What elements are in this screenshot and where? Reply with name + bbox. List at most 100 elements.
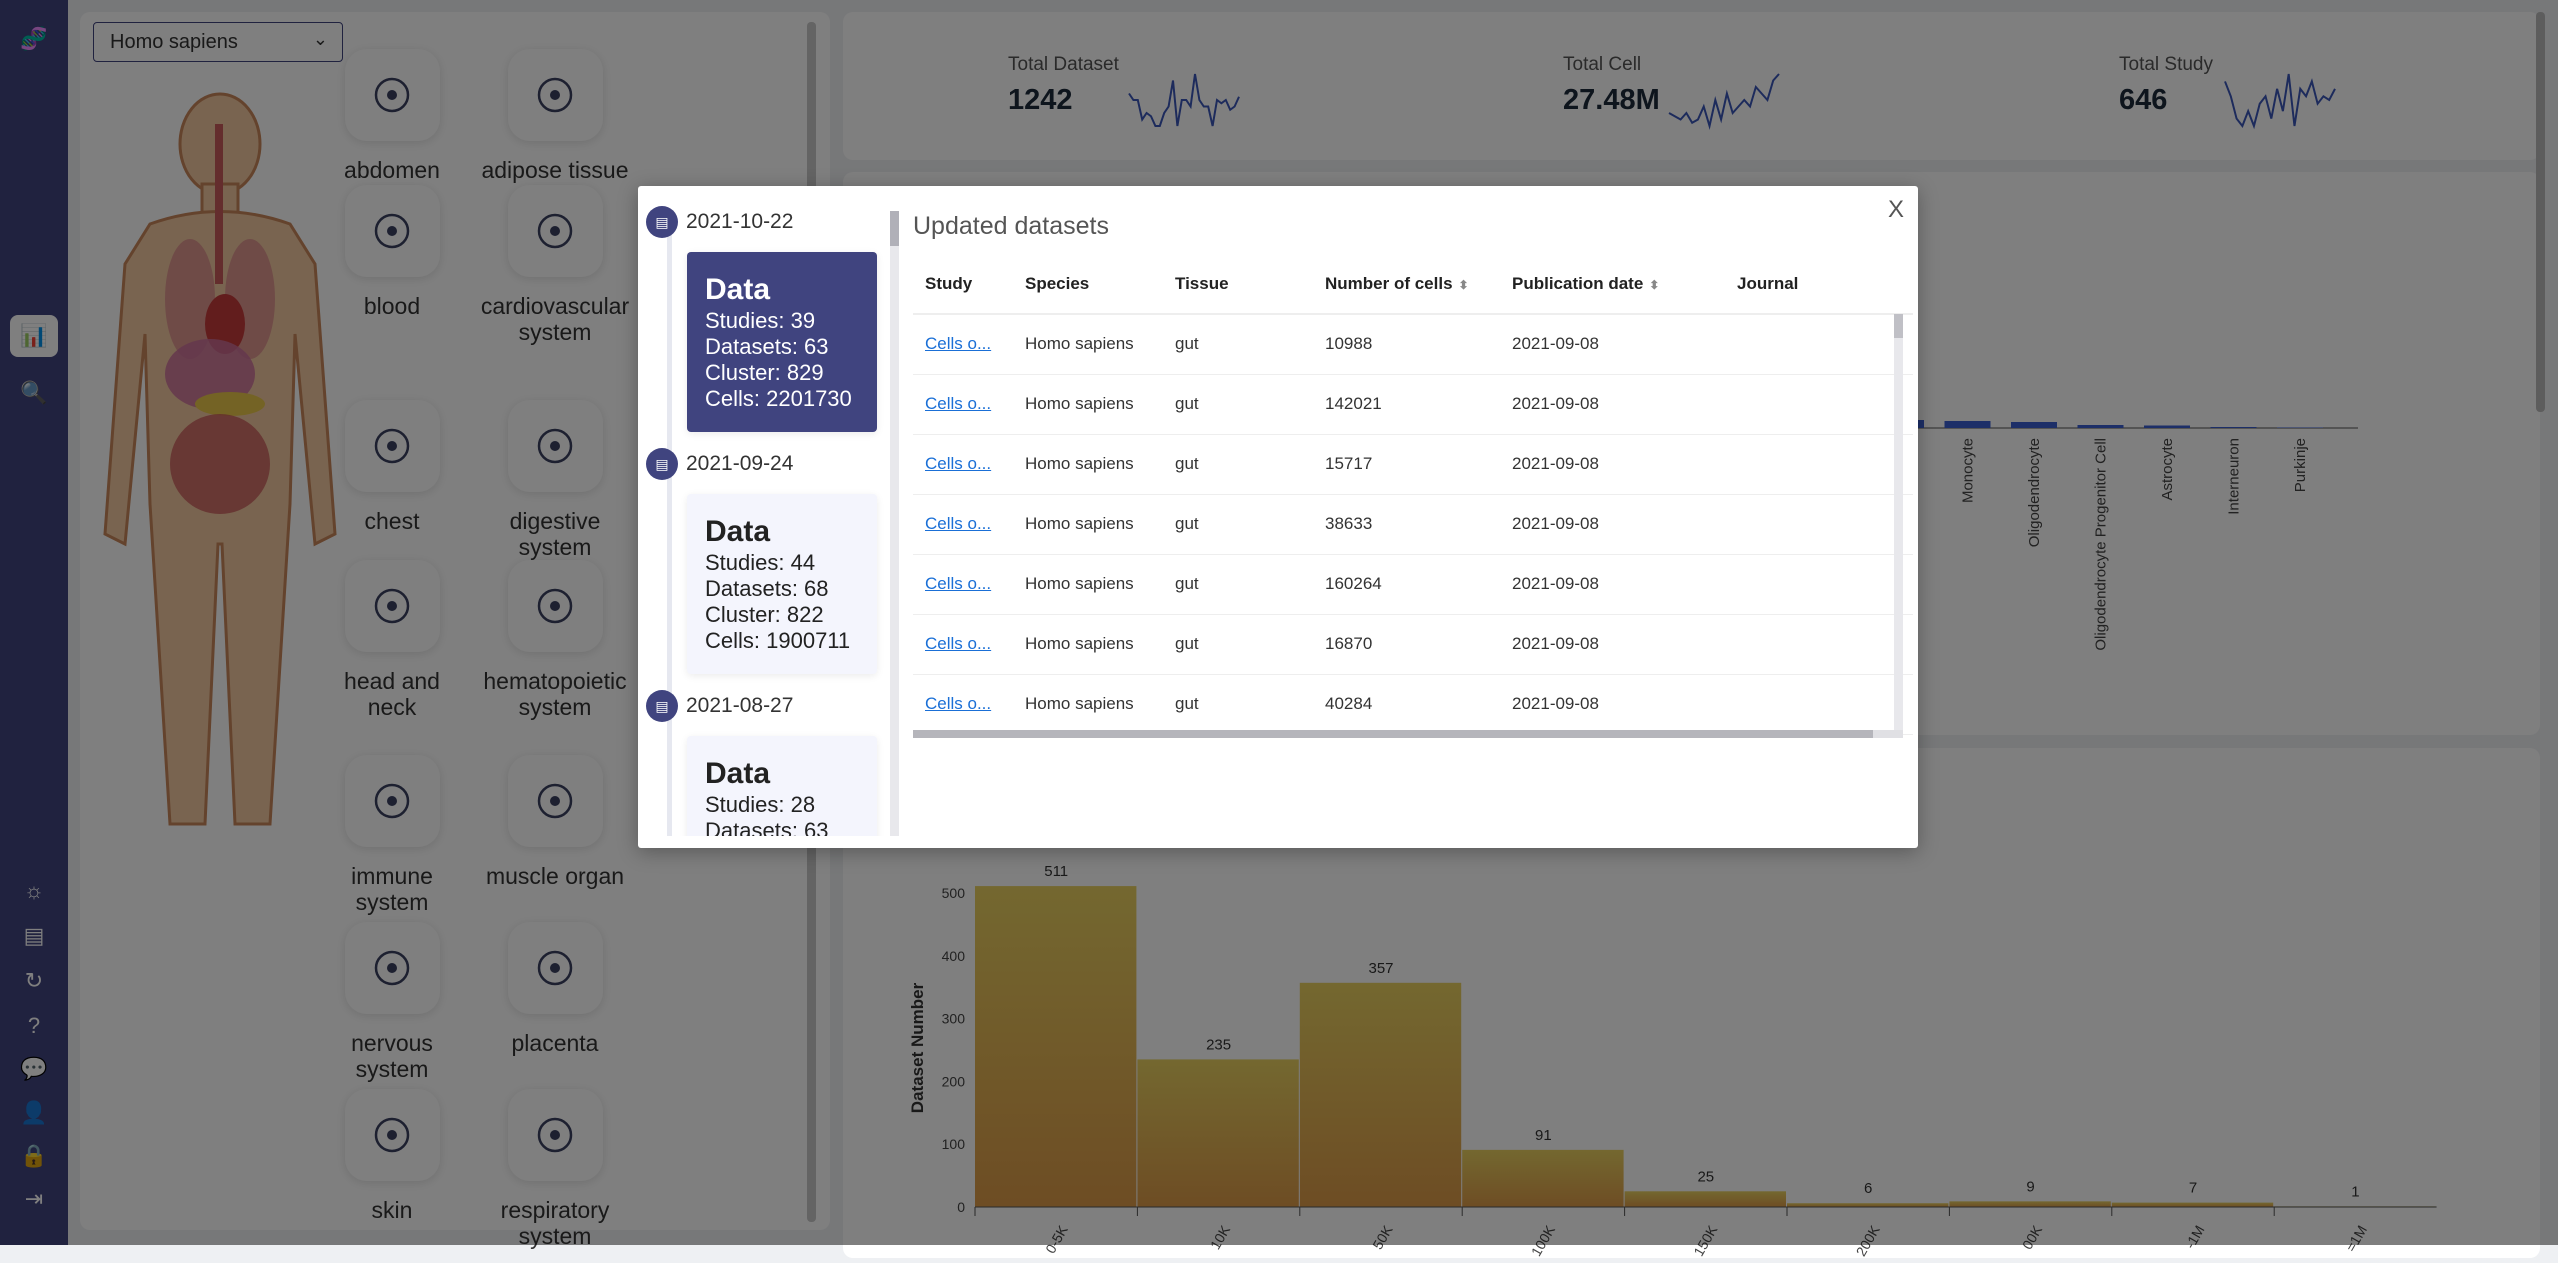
timeline-scrollbar[interactable] <box>890 211 899 836</box>
cell-number-of-cells: 15717 <box>1313 434 1500 495</box>
cell-species: Homo sapiens <box>1013 314 1163 375</box>
column-header-label: Tissue <box>1175 273 1229 293</box>
timeline-date-text: 2021-10-22 <box>686 210 794 233</box>
table-horizontal-scrollbar[interactable] <box>913 730 1903 738</box>
cell-journal <box>1725 374 1913 435</box>
cell-publication-date: 2021-09-08 <box>1500 314 1725 375</box>
study-link[interactable]: Cells o... <box>925 394 992 413</box>
column-header-label: Publication date <box>1512 273 1644 293</box>
cell-value: 2021-09-08 <box>1512 334 1599 354</box>
study-link[interactable]: Cells o... <box>925 574 992 593</box>
column-header-journal: Journal <box>1725 254 1913 315</box>
timeline-card-heading: Data <box>705 273 771 306</box>
cell-value: 2021-09-08 <box>1512 514 1599 533</box>
table-row: Cells o... Homo sapiens gut 160264 2021-09-0… <box>913 554 1913 615</box>
cell-number-of-cells: 142021 <box>1313 374 1500 435</box>
study-link[interactable]: Cells o... <box>925 694 992 713</box>
column-header-label: Journal <box>1737 273 1799 293</box>
cell-value: 16870 <box>1325 634 1373 653</box>
timeline-card[interactable]: Data Studies: 39 Datasets: 63 Cluster: 829 C… <box>687 252 877 432</box>
study-link[interactable]: Cells o... <box>925 634 992 653</box>
timeline-card-stat: Studies: 44 <box>705 550 816 575</box>
timeline-card-heading: Data <box>705 515 771 548</box>
table-row: Cells o... Homo sapiens gut 38633 2021-09-08 <box>913 494 1913 555</box>
cell-value: Homo sapiens <box>1025 634 1134 653</box>
cell-species: Homo sapiens <box>1013 554 1163 615</box>
table-row: Cells o... Homo sapiens gut 40284 2021-09-08 <box>913 674 1913 735</box>
cell-study: Cells o... <box>913 434 1013 495</box>
timeline-date-text: 2021-09-24 <box>686 452 794 475</box>
table-row: Cells o... Homo sapiens gut 10988 2021-09-08 <box>913 314 1913 375</box>
column-header-publication-date[interactable]: Publication date ⬍ <box>1500 254 1725 315</box>
cell-publication-date: 2021-09-08 <box>1500 434 1725 495</box>
cell-tissue: gut <box>1163 434 1313 495</box>
cell-value: Homo sapiens <box>1025 694 1134 713</box>
timeline-date: ▤ 2021-08-27 <box>646 690 793 722</box>
cell-species: Homo sapiens <box>1013 614 1163 675</box>
cell-value: Homo sapiens <box>1025 394 1134 413</box>
timeline-card[interactable]: Data Studies: 28 Datasets: 63 <box>687 736 877 836</box>
cell-value: 15717 <box>1325 454 1373 473</box>
cell-value: 2021-09-08 <box>1512 694 1599 713</box>
cell-publication-date: 2021-09-08 <box>1500 674 1725 735</box>
database-icon: ▤ <box>646 448 678 480</box>
cell-value: 40284 <box>1325 694 1373 713</box>
sort-icon[interactable]: ⬍ <box>1458 277 1469 292</box>
cell-value: 38633 <box>1325 514 1373 533</box>
cell-study: Cells o... <box>913 314 1013 375</box>
cell-value: Homo sapiens <box>1025 514 1134 533</box>
column-header-label: Study <box>925 273 973 293</box>
timeline-card[interactable]: Data Studies: 44 Datasets: 68 Cluster: 822 C… <box>687 494 877 674</box>
table-vertical-scrollbar[interactable] <box>1894 314 1903 730</box>
database-icon: ▤ <box>646 206 678 238</box>
study-link[interactable]: Cells o... <box>925 334 992 354</box>
cell-value: gut <box>1175 394 1199 413</box>
column-header-label: Number of cells <box>1325 273 1453 293</box>
cell-species: Homo sapiens <box>1013 374 1163 435</box>
modal-title: Updated datasets <box>913 212 1109 240</box>
datasets-table: Study Species Tissue Number of cells ⬍ Public… <box>913 254 1913 735</box>
study-link[interactable]: Cells o... <box>925 514 992 533</box>
timeline-card-stat: Cluster: 829 <box>705 360 824 385</box>
timeline-card-stat: Datasets: 68 <box>705 576 829 601</box>
cell-publication-date: 2021-09-08 <box>1500 374 1725 435</box>
cell-journal <box>1725 614 1913 675</box>
database-icon: ▤ <box>646 690 678 722</box>
timeline-card-stat: Cells: 2201730 <box>705 386 852 411</box>
timeline-date: ▤ 2021-09-24 <box>646 448 793 480</box>
cell-value: 2021-09-08 <box>1512 454 1599 473</box>
column-header-label: Species <box>1025 273 1090 293</box>
sort-icon[interactable]: ⬍ <box>1649 277 1660 292</box>
cell-value: 10988 <box>1325 334 1373 354</box>
cell-value: 142021 <box>1325 394 1382 413</box>
cell-publication-date: 2021-09-08 <box>1500 554 1725 615</box>
cell-value: gut <box>1175 334 1199 354</box>
timeline-card-stat: Cells: 1900711 <box>705 628 851 653</box>
cell-number-of-cells: 40284 <box>1313 674 1500 735</box>
cell-value: gut <box>1175 574 1199 593</box>
table-row: Cells o... Homo sapiens gut 15717 2021-09-08 <box>913 434 1913 495</box>
cell-value: 2021-09-08 <box>1512 574 1599 593</box>
column-header-number-of-cells[interactable]: Number of cells ⬍ <box>1313 254 1500 315</box>
cell-study: Cells o... <box>913 494 1013 555</box>
close-button[interactable]: X <box>1887 196 1904 223</box>
cell-species: Homo sapiens <box>1013 494 1163 555</box>
cell-value: gut <box>1175 454 1199 473</box>
cell-value: gut <box>1175 634 1199 653</box>
cell-value: Homo sapiens <box>1025 334 1134 354</box>
cell-tissue: gut <box>1163 614 1313 675</box>
cell-study: Cells o... <box>913 554 1013 615</box>
study-link[interactable]: Cells o... <box>925 454 992 473</box>
cell-journal <box>1725 674 1913 735</box>
column-header-tissue: Tissue <box>1163 254 1313 315</box>
cell-journal <box>1725 554 1913 615</box>
cell-journal <box>1725 434 1913 495</box>
cell-value: 2021-09-08 <box>1512 634 1599 653</box>
cell-journal <box>1725 494 1913 555</box>
timeline-card-stat: Cluster: 822 <box>705 602 824 627</box>
cell-study: Cells o... <box>913 614 1013 675</box>
timeline-date: ▤ 2021-10-22 <box>646 206 793 238</box>
cell-species: Homo sapiens <box>1013 674 1163 735</box>
cell-number-of-cells: 160264 <box>1313 554 1500 615</box>
cell-tissue: gut <box>1163 374 1313 435</box>
